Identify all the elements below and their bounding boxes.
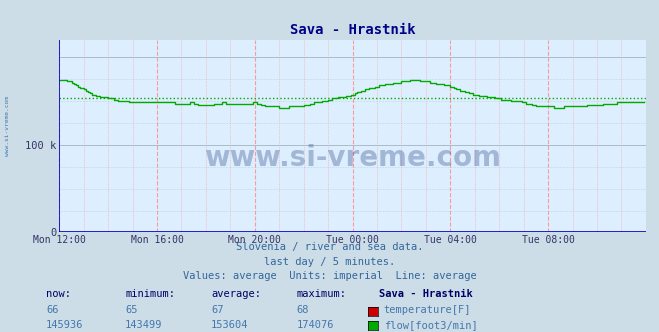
Text: www.si-vreme.com: www.si-vreme.com <box>204 144 501 172</box>
Text: 153604: 153604 <box>211 320 248 330</box>
Text: Sava - Hrastnik: Sava - Hrastnik <box>379 289 473 299</box>
Text: 68: 68 <box>297 305 309 315</box>
Text: 145936: 145936 <box>46 320 84 330</box>
Text: Values: average  Units: imperial  Line: average: Values: average Units: imperial Line: av… <box>183 271 476 281</box>
Text: minimum:: minimum: <box>125 289 175 299</box>
Text: 67: 67 <box>211 305 223 315</box>
Text: now:: now: <box>46 289 71 299</box>
Text: last day / 5 minutes.: last day / 5 minutes. <box>264 257 395 267</box>
Text: Slovenia / river and sea data.: Slovenia / river and sea data. <box>236 242 423 252</box>
Text: 65: 65 <box>125 305 138 315</box>
Text: 66: 66 <box>46 305 59 315</box>
Text: flow[foot3/min]: flow[foot3/min] <box>384 320 477 330</box>
Title: Sava - Hrastnik: Sava - Hrastnik <box>290 23 415 37</box>
Text: maximum:: maximum: <box>297 289 347 299</box>
Text: 143499: 143499 <box>125 320 163 330</box>
Text: www.si-vreme.com: www.si-vreme.com <box>5 96 11 156</box>
Text: 174076: 174076 <box>297 320 334 330</box>
Text: average:: average: <box>211 289 261 299</box>
Text: temperature[F]: temperature[F] <box>384 305 471 315</box>
